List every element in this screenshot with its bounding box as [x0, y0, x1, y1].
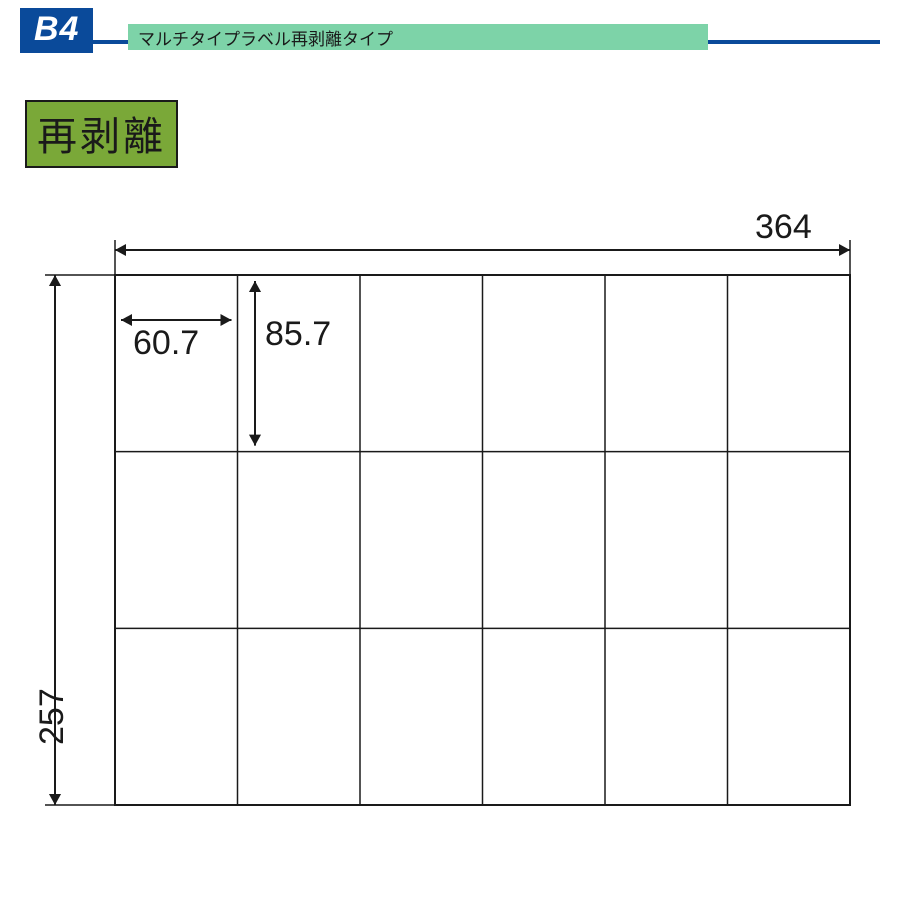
- subtitle-bar: マルチタイプラベル再剥離タイプ: [128, 24, 708, 50]
- sheet-width-label: 364: [755, 208, 812, 247]
- removable-tag: 再剥離: [25, 100, 178, 168]
- subtitle-text: マルチタイプラベル再剥離タイプ: [138, 25, 393, 50]
- sheet-height-label: 257: [33, 688, 72, 745]
- cell-width-label: 60.7: [133, 324, 199, 363]
- cell-height-label: 85.7: [265, 315, 331, 354]
- size-code-badge: B4: [20, 8, 93, 53]
- dimension-diagram: 364 257 60.7 85.7: [30, 230, 870, 870]
